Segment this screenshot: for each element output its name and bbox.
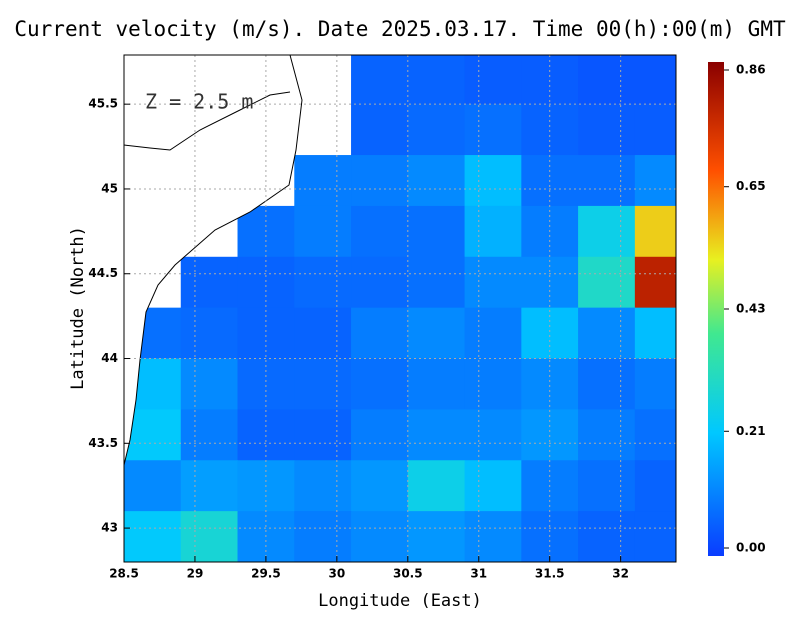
speed-cell <box>464 155 522 207</box>
speed-cell <box>464 104 522 156</box>
speed-cell <box>351 205 409 258</box>
speed-cell <box>351 460 409 512</box>
speed-cell <box>521 55 579 105</box>
x-tick-label: 28.5 <box>109 567 139 581</box>
speed-cell <box>294 307 352 360</box>
speed-cell <box>351 155 409 207</box>
speed-cell <box>634 155 676 207</box>
speed-cell <box>180 460 239 512</box>
colorbar-tick-label: 0.65 <box>736 179 766 193</box>
y-axis-label: Latitude (North) <box>68 226 88 390</box>
speed-cell <box>294 511 352 562</box>
x-tick-label: 30.5 <box>393 567 423 581</box>
speed-cell <box>464 205 522 258</box>
speed-cell <box>578 511 636 562</box>
speed-cell <box>578 205 636 258</box>
speed-cell <box>634 104 676 156</box>
colorbar-tick-label: 0.21 <box>736 424 766 438</box>
speed-cell <box>578 104 636 156</box>
speed-cell <box>634 358 676 410</box>
colorbar-tick-label: 0.43 <box>736 302 766 316</box>
speed-cell <box>407 104 466 156</box>
speed-cell <box>407 460 466 512</box>
speed-cell <box>180 358 239 410</box>
border <box>123 91 291 151</box>
speed-cell <box>294 409 352 461</box>
x-tick-label: 32 <box>612 567 629 581</box>
speed-cell <box>407 307 466 360</box>
speed-cell <box>578 256 636 309</box>
colorbar <box>708 62 724 556</box>
speed-cell <box>578 307 636 360</box>
speed-cell <box>407 205 466 258</box>
speed-cell <box>351 256 409 309</box>
colorbar-tick-label: 0.00 <box>736 541 766 555</box>
speed-cell <box>578 55 636 105</box>
speed-cell <box>294 460 352 512</box>
speed-cell <box>351 55 409 105</box>
speed-cell <box>634 460 676 512</box>
speed-cell <box>351 511 409 562</box>
speed-cell <box>124 511 182 562</box>
speed-cell <box>464 55 522 105</box>
speed-cell <box>634 511 676 562</box>
y-tick-label: 43 <box>101 521 118 535</box>
speed-cell <box>464 511 522 562</box>
speed-cell <box>180 409 239 461</box>
speed-cell <box>407 409 466 461</box>
speed-cell <box>351 409 409 461</box>
speed-cell <box>351 358 409 410</box>
grid <box>123 55 676 562</box>
y-tick-label: 44 <box>101 351 118 365</box>
speed-cell <box>294 205 352 258</box>
speed-cell <box>578 358 636 410</box>
speed-cell <box>351 104 409 156</box>
speed-cell <box>634 409 676 461</box>
colorbar-tick-label: 0.86 <box>736 63 766 77</box>
speed-cell <box>351 307 409 360</box>
speed-cell <box>407 256 466 309</box>
speed-cell <box>634 55 676 105</box>
speed-cell <box>124 460 182 512</box>
y-tick-label: 45.5 <box>88 97 118 111</box>
x-tick-label: 29.5 <box>251 567 281 581</box>
x-tick-label: 31 <box>470 567 487 581</box>
plot-frame <box>123 54 677 563</box>
speed-cell <box>578 409 636 461</box>
depth-annotation: Z = 2.5 m <box>145 90 253 114</box>
speed-cell <box>294 358 352 410</box>
land <box>124 55 303 466</box>
speed-cell <box>407 511 466 562</box>
speed-cell <box>578 460 636 512</box>
y-tick-label: 43.5 <box>88 436 118 450</box>
speed-cell <box>578 155 636 207</box>
speed-cell <box>464 409 522 461</box>
speed-cell <box>464 460 522 512</box>
speed-cell <box>180 307 239 360</box>
speed-cell <box>407 155 466 207</box>
speed-cell <box>180 511 239 562</box>
x-axis-label: Longitude (East) <box>318 591 482 611</box>
speed-cell <box>464 358 522 410</box>
speed-cell <box>634 256 676 309</box>
speed-cell <box>634 307 676 360</box>
speed-cell <box>464 256 522 309</box>
x-tick-label: 30 <box>329 567 346 581</box>
y-tick-label: 44.5 <box>88 266 118 280</box>
speed-cell <box>294 155 352 207</box>
speed-cell <box>180 256 239 309</box>
speed-cell <box>464 307 522 360</box>
speed-cell <box>407 358 466 410</box>
chart-title: Current velocity (m/s). Date 2025.03.17.… <box>14 17 786 41</box>
speed-cell <box>634 205 676 258</box>
speed-cell <box>407 55 466 105</box>
x-tick-label: 31.5 <box>535 567 565 581</box>
x-tick-label: 29 <box>187 567 204 581</box>
speed-cell <box>294 256 352 309</box>
y-tick-label: 45 <box>101 181 118 195</box>
